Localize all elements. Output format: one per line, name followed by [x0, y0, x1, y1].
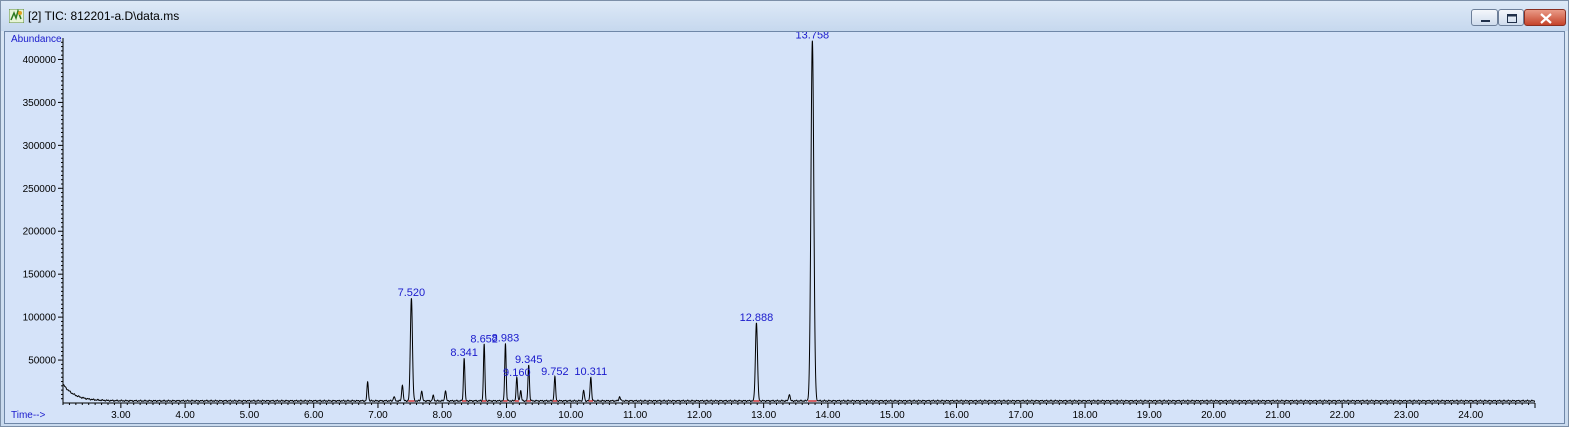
x-tick-label: 22.00 [1330, 410, 1355, 421]
window-title: [2] TIC: 812201-a.D\data.ms [28, 9, 180, 23]
x-tick-label: 4.00 [175, 410, 195, 421]
maximize-icon [1507, 14, 1517, 23]
x-tick-label: 5.00 [240, 410, 260, 421]
axes [62, 38, 1535, 404]
chromatogram-app-icon [9, 9, 24, 23]
x-axis-label: Time--> [11, 410, 46, 421]
x-tick-label: 14.00 [815, 410, 840, 421]
x-tick-label: 11.00 [623, 410, 648, 421]
peak-label: 8.341 [450, 347, 478, 359]
x-tick-label: 20.00 [1201, 410, 1226, 421]
y-tick-label: 250000 [23, 184, 57, 195]
plot-area[interactable]: Abundance Time--> 50000 100000 150000 20000… [4, 31, 1565, 424]
peak-label: 10.311 [574, 366, 607, 378]
minimize-button[interactable] [1471, 9, 1498, 26]
x-tick-label: 24.00 [1458, 410, 1483, 421]
y-tick-label: 200000 [23, 227, 57, 238]
peak-label: 9.345 [515, 354, 543, 366]
minimize-icon [1481, 20, 1490, 22]
y-tick-label: 300000 [23, 141, 57, 152]
close-button[interactable] [1524, 9, 1566, 26]
tic-chromatogram: Abundance Time--> 50000 100000 150000 20000… [11, 32, 1536, 421]
x-tick-label: 18.00 [1073, 410, 1098, 421]
x-tick-label: 16.00 [944, 410, 969, 421]
x-tick-label: 23.00 [1394, 410, 1419, 421]
y-tick-label: 350000 [23, 98, 57, 109]
peak-label: 8.652 [470, 333, 498, 345]
x-tick-label: 6.00 [304, 410, 324, 421]
x-tick-label: 21.00 [1265, 410, 1290, 421]
x-tick-label: 13.00 [751, 410, 776, 421]
peak-label: 7.520 [398, 287, 426, 299]
y-tick-label: 100000 [23, 313, 57, 324]
y-tick-label: 150000 [23, 270, 57, 281]
peak-label: 13.758 [796, 32, 830, 41]
y-axis-label: Abundance [11, 34, 62, 45]
x-tick-label: 15.00 [880, 410, 905, 421]
x-tick-label: 8.00 [433, 410, 453, 421]
title-bar[interactable]: [2] TIC: 812201-a.D\data.ms [1, 1, 1568, 31]
x-tick-label: 12.00 [687, 410, 712, 421]
x-ticks: 3.00 4.00 5.00 6.00 7.00 8.00 9.00 10.00 11.00 12… [62, 403, 1536, 421]
maximize-button[interactable] [1498, 9, 1524, 26]
peak-label: 9.752 [541, 366, 569, 378]
y-tick-label: 50000 [28, 356, 56, 367]
y-tick-label: 400000 [23, 55, 57, 66]
x-tick-label: 7.00 [368, 410, 388, 421]
x-tick-label: 17.00 [1008, 410, 1033, 421]
x-tick-label: 3.00 [111, 410, 131, 421]
peak-label: 8.983 [492, 332, 520, 344]
x-tick-label: 9.00 [497, 410, 517, 421]
close-icon [1540, 13, 1552, 24]
peak-label: 12.888 [740, 312, 774, 324]
y-ticks: 50000 100000 150000 200000 250000 300000 35000… [23, 41, 63, 400]
peak-label: 9.160 [503, 367, 531, 379]
x-tick-label: 10.00 [558, 410, 583, 421]
tic-trace [63, 40, 1536, 403]
x-tick-label: 19.00 [1137, 410, 1162, 421]
